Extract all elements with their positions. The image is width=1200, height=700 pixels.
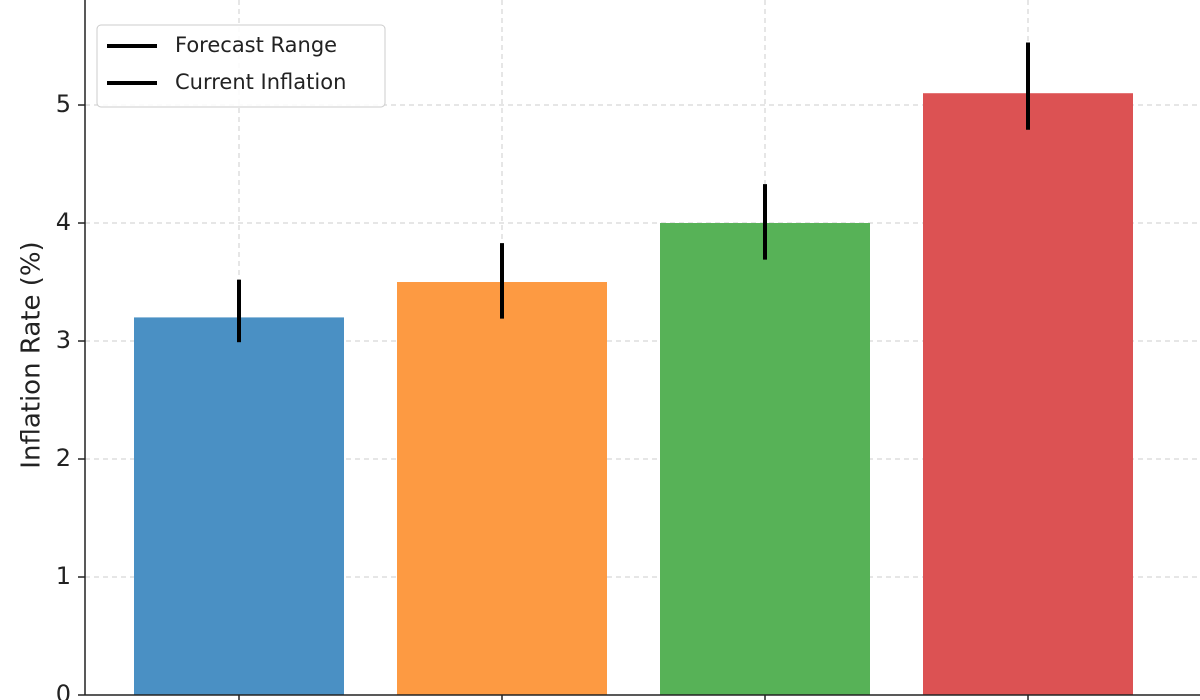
bar [134,317,344,695]
legend-label: Forecast Range [175,33,337,57]
bar [397,282,607,695]
y-tick-label: 2 [56,444,71,472]
y-tick-label: 1 [56,562,71,590]
y-tick-label: 5 [56,90,71,118]
bar [660,223,870,695]
y-tick-label: 0 [56,680,71,700]
y-tick-label: 3 [56,326,71,354]
legend-box [96,24,386,108]
legend-label: Current Inflation [175,70,346,94]
bar [923,93,1133,696]
y-tick-label: 4 [56,208,71,236]
y-axis-label: Inflation Rate (%) [17,241,47,468]
